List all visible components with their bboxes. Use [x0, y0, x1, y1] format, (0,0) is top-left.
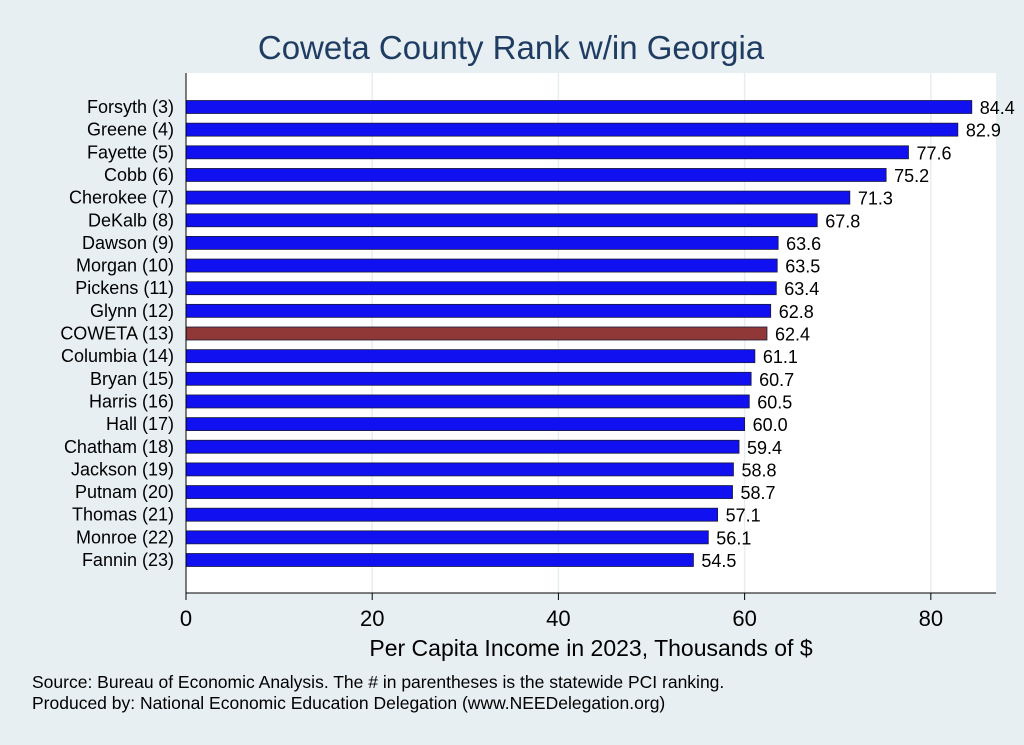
bar [185, 145, 909, 160]
category-label: Harris (16) [89, 391, 174, 411]
x-tick-label: 20 [360, 606, 384, 631]
bar [185, 122, 959, 137]
value-labels: 84.4 82.9 77.6 75.271.367.863.6 63.563.4 62.8… [701, 98, 1014, 571]
category-label: Columbia (14) [61, 346, 174, 366]
bar [185, 235, 779, 250]
data-label: 58.7 [741, 483, 776, 503]
x-tick-label: 40 [546, 606, 570, 631]
data-label: 58.8 [741, 460, 776, 480]
bar [185, 417, 746, 432]
category-label: Morgan (10) [76, 256, 174, 276]
data-label: 60.5 [757, 392, 792, 412]
data-label: 71.3 [858, 189, 893, 209]
x-tick-label: 0 [180, 606, 192, 631]
data-label: 67.8 [825, 211, 860, 231]
bar [185, 100, 973, 114]
category-label: Fayette (5) [87, 142, 174, 162]
category-label: Fannin (23) [82, 550, 174, 570]
bar [185, 303, 772, 318]
category-label: Dawson (9) [82, 233, 174, 253]
bar [185, 371, 752, 386]
category-label: Monroe (22) [76, 527, 174, 547]
bar [185, 485, 733, 499]
category-label: Putnam (20) [75, 482, 174, 502]
bar [185, 439, 740, 454]
bar [185, 507, 719, 522]
category-label: Forsyth (3) [87, 97, 174, 117]
x-tick-label: 60 [732, 606, 756, 631]
bar [185, 168, 887, 182]
bar [185, 349, 756, 364]
category-label: Glynn (12) [90, 301, 174, 321]
bars-group [185, 100, 973, 567]
produced-by-note: Produced by: National Economic Education… [32, 693, 665, 713]
bar [185, 462, 734, 477]
category-label: Pickens (11) [75, 278, 174, 298]
source-note: Source: Bureau of Economic Analysis. The… [32, 672, 724, 692]
category-label: Cherokee (7) [69, 188, 174, 208]
bar [185, 394, 750, 409]
data-label: 60.7 [759, 370, 794, 390]
data-label: 62.8 [779, 302, 814, 322]
category-labels: Forsyth (3) Greene (4)Fayette (5) Cobb (6)… [60, 97, 174, 570]
bar-highlight [185, 326, 768, 341]
data-label: 54.5 [701, 551, 736, 571]
category-label: Chatham (18) [64, 437, 174, 457]
category-label: COWETA (13) [60, 324, 174, 344]
data-label: 75.2 [894, 166, 929, 186]
data-label: 77.6 [916, 143, 951, 163]
category-label: Jackson (19) [71, 459, 174, 479]
data-label: 63.4 [784, 279, 819, 299]
bar [185, 281, 777, 296]
data-label: 84.4 [980, 98, 1015, 118]
category-label: Cobb (6) [104, 165, 174, 185]
bar [185, 530, 709, 545]
data-label: 59.4 [747, 438, 782, 458]
x-axis-title: Per Capita Income in 2023, Thousands of … [369, 635, 812, 661]
chart-title: Coweta County Rank w/in Georgia [258, 29, 765, 66]
category-label: Hall (17) [106, 414, 174, 434]
category-label: Greene (4) [87, 120, 174, 140]
data-label: 56.1 [716, 528, 751, 548]
bar [185, 190, 851, 205]
category-label: Thomas (21) [72, 505, 174, 525]
data-label: 57.1 [726, 506, 761, 526]
bar [185, 258, 778, 273]
category-label: Bryan (15) [90, 369, 174, 389]
data-label: 63.5 [785, 257, 820, 277]
x-tick-label: 80 [919, 606, 943, 631]
data-label: 82.9 [966, 121, 1001, 141]
x-axis-ticks: 0 20 40 60 80 [180, 593, 943, 631]
category-label: DeKalb (8) [88, 210, 174, 230]
data-label: 62.4 [775, 325, 810, 345]
bar [185, 213, 818, 228]
bar [185, 553, 694, 567]
data-label: 60.0 [753, 415, 788, 435]
data-label: 63.6 [786, 234, 821, 254]
data-label: 61.1 [763, 347, 798, 367]
